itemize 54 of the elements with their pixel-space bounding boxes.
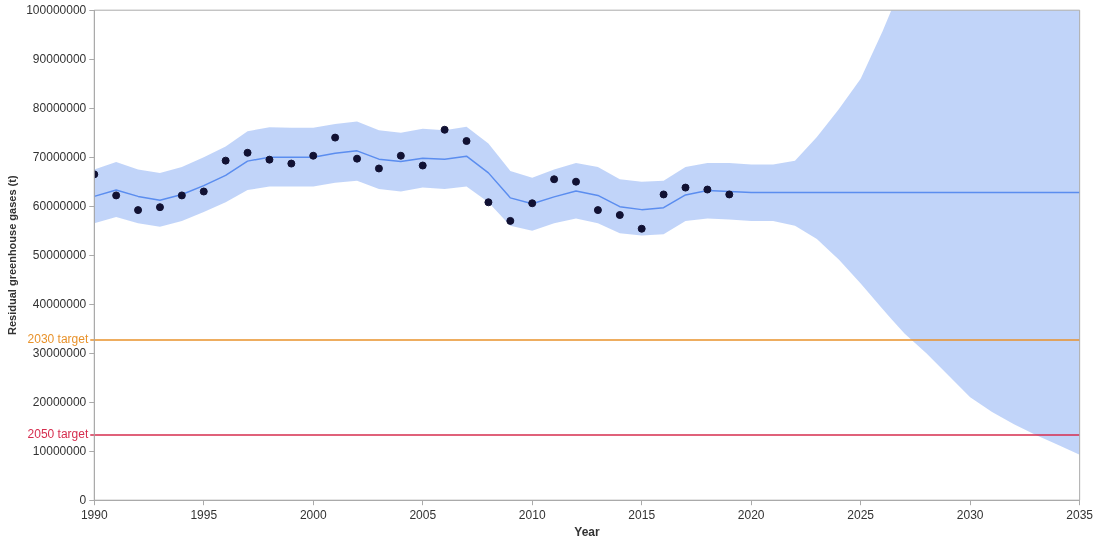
y-tick-label: 50000000 bbox=[32, 247, 87, 262]
x-tick-label: 1995 bbox=[190, 507, 218, 522]
x-tick-label: 2010 bbox=[518, 507, 546, 522]
ref-line-label: 2030 target bbox=[27, 332, 89, 347]
point bbox=[506, 216, 515, 225]
y-tick-label: 90000000 bbox=[32, 51, 87, 66]
point bbox=[572, 177, 581, 186]
point bbox=[374, 164, 383, 173]
point bbox=[287, 159, 296, 168]
point bbox=[199, 187, 208, 196]
y-tick-label: 70000000 bbox=[32, 149, 87, 164]
x-tick-label: 2005 bbox=[409, 507, 437, 522]
point bbox=[615, 211, 624, 220]
point bbox=[396, 151, 405, 160]
x-tick-label: 1990 bbox=[80, 507, 108, 522]
x-tick-label: 2020 bbox=[737, 507, 765, 522]
point bbox=[418, 161, 427, 170]
y-tick-label: 80000000 bbox=[32, 100, 87, 115]
point bbox=[331, 133, 340, 142]
point bbox=[353, 154, 362, 163]
point bbox=[550, 175, 559, 184]
y-tick-label: 20000000 bbox=[32, 394, 87, 409]
point bbox=[528, 199, 537, 208]
point bbox=[637, 224, 646, 233]
point bbox=[265, 155, 274, 164]
x-tick-label: 2030 bbox=[956, 507, 984, 522]
point bbox=[593, 206, 602, 215]
y-tick-label: 60000000 bbox=[32, 198, 87, 213]
ref-line-label: 2050 target bbox=[27, 427, 89, 442]
point bbox=[155, 203, 164, 212]
y-tick-label: 40000000 bbox=[32, 296, 87, 311]
point bbox=[703, 185, 712, 194]
x-tick-label: 2035 bbox=[1066, 507, 1094, 522]
point bbox=[681, 183, 690, 192]
point bbox=[134, 206, 143, 215]
y-tick-label: 10000000 bbox=[32, 443, 87, 458]
point bbox=[221, 156, 230, 165]
y-axis-title: Residual greenhouse gases (t) bbox=[5, 175, 18, 335]
y-tick-label: 100000000 bbox=[26, 2, 87, 17]
x-axis-title: Year bbox=[574, 525, 600, 540]
point bbox=[484, 198, 493, 207]
point bbox=[659, 190, 668, 199]
point bbox=[177, 191, 186, 200]
x-tick-label: 2025 bbox=[847, 507, 875, 522]
point bbox=[462, 137, 471, 146]
point bbox=[440, 125, 449, 134]
x-tick-label: 2000 bbox=[299, 507, 327, 522]
point bbox=[243, 148, 252, 157]
y-tick-label: 0 bbox=[79, 492, 87, 507]
point bbox=[112, 191, 121, 200]
point bbox=[725, 190, 734, 199]
y-tick-label: 30000000 bbox=[32, 345, 87, 360]
x-tick-label: 2015 bbox=[628, 507, 656, 522]
point bbox=[309, 151, 318, 160]
